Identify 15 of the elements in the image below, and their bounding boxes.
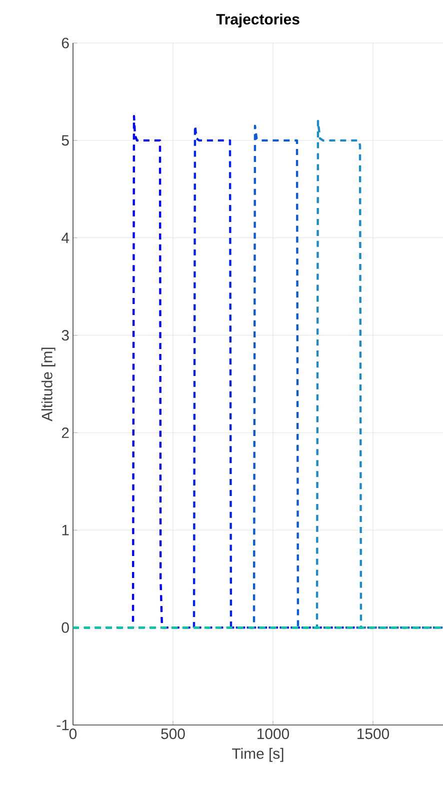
y-tick-label: 5 (62, 135, 69, 146)
y-tick-label: 1 (62, 524, 69, 536)
y-tick-label: -1 (56, 720, 69, 730)
x-axis-title: Time [s] (232, 748, 284, 762)
y-tick-label: 3 (62, 330, 69, 341)
y-tick-label: 4 (62, 232, 70, 243)
x-tick-label: 0 (69, 728, 77, 740)
y-axis-title: Altitude [m] (41, 348, 56, 422)
y-tick-label: 0 (62, 622, 69, 633)
y-tick-label: 2 (62, 427, 69, 438)
x-tick-label: 1500 (358, 728, 390, 740)
x-tick-label: 1000 (258, 728, 290, 740)
chart-title: Trajectories (216, 14, 300, 28)
x-tick-label: 500 (161, 728, 185, 740)
y-tick-label: 6 (62, 38, 69, 48)
